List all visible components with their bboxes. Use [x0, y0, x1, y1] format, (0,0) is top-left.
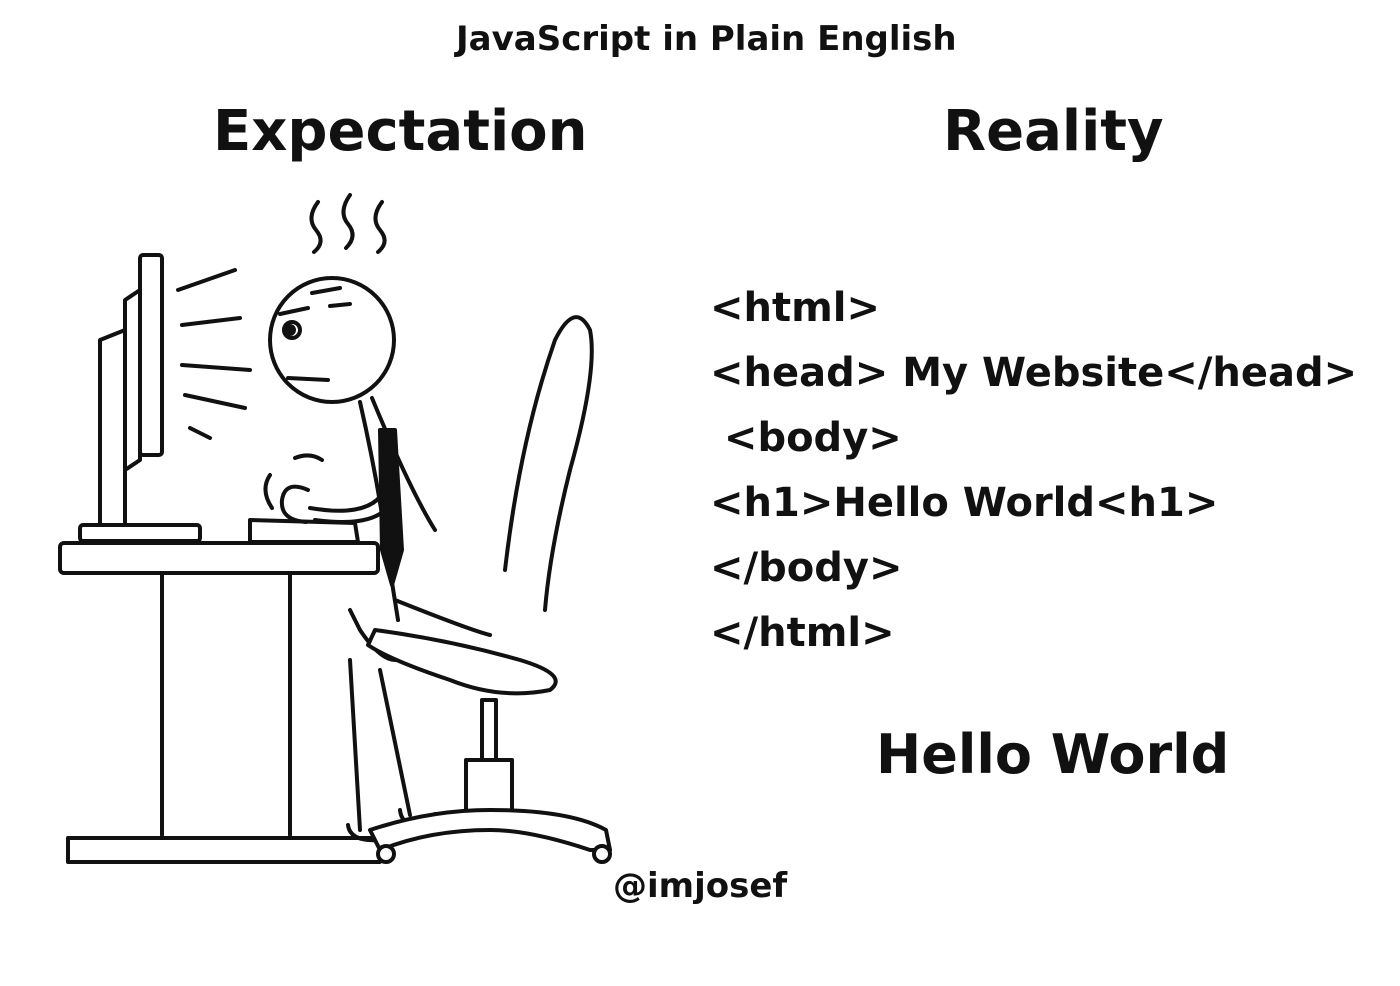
code-line: <html>	[710, 285, 881, 331]
rendered-result: Hello World	[876, 723, 1230, 786]
brand-title: JavaScript in Plain English	[456, 19, 957, 59]
code-line: </body>	[710, 545, 903, 591]
code-line: <body>	[710, 415, 902, 461]
code-line: </html>	[710, 610, 895, 656]
expectation-heading: Expectation	[213, 99, 588, 164]
author-handle: @imjosef	[613, 866, 788, 906]
code-line: <head> My Website</head>	[710, 350, 1358, 396]
stick-figure-programmer-icon	[50, 190, 630, 880]
code-line: <h1>Hello World<h1>	[710, 480, 1219, 526]
reality-heading: Reality	[943, 99, 1164, 164]
code-snippet: <html> <head> My Website</head> <body> <…	[710, 276, 1357, 666]
